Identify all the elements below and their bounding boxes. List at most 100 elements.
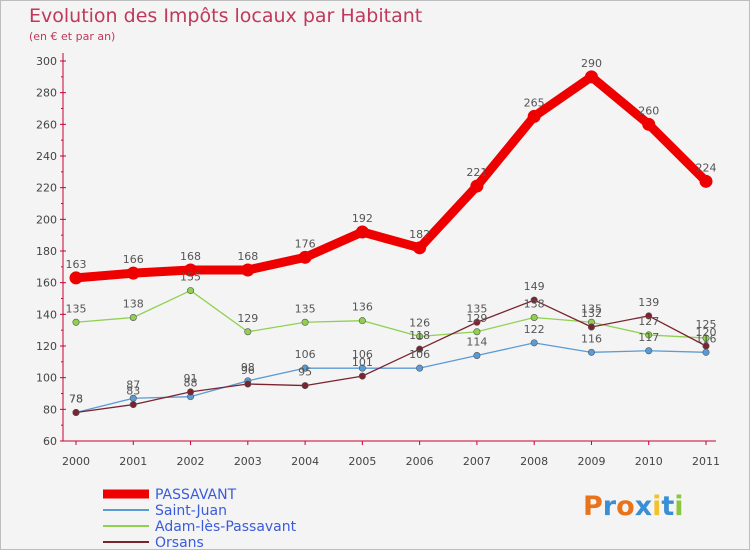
data-point: [699, 174, 713, 188]
data-point: [129, 313, 137, 321]
data-label: 265: [524, 96, 545, 109]
series-line-1: [75, 342, 707, 414]
data-point: [244, 380, 252, 388]
y-tick-label: 60: [43, 435, 57, 448]
chart-title: Evolution des Impôts locaux par Habitant: [29, 5, 423, 27]
data-point: [645, 312, 653, 320]
data-label: 122: [524, 323, 545, 336]
data-label: 168: [180, 250, 201, 263]
x-tick-label: 2006: [406, 455, 434, 468]
y-tick-label: 120: [36, 340, 57, 353]
data-label: 132: [581, 307, 602, 320]
data-label: 135: [466, 302, 487, 315]
legend-label: PASSAVANT: [155, 487, 237, 503]
data-point: [187, 388, 195, 396]
x-tick-label: 2001: [119, 455, 147, 468]
data-point: [416, 332, 424, 340]
data-point: [187, 287, 195, 295]
data-label: 135: [581, 302, 602, 315]
data-point: [470, 179, 484, 193]
data-label: 83: [126, 385, 140, 398]
data-point: [298, 250, 312, 264]
logo-letter: x: [634, 491, 653, 522]
chart-subtitle: (en € et par an): [29, 30, 116, 43]
y-tick-label: 200: [36, 213, 57, 226]
legend-label: Orsans: [155, 535, 204, 549]
logo-letter: r: [602, 491, 617, 522]
data-label: 290: [581, 57, 602, 70]
data-label: 126: [409, 317, 430, 330]
x-tick-label: 2008: [520, 455, 548, 468]
proxiti-logo: Proxiti: [583, 491, 684, 522]
logo-letter: P: [583, 491, 603, 522]
x-tick-label: 2009: [577, 455, 605, 468]
data-label: 78: [69, 393, 83, 406]
data-point: [72, 408, 80, 416]
data-point: [645, 347, 653, 355]
data-point: [355, 225, 369, 239]
data-label: 127: [638, 315, 659, 328]
data-point: [416, 364, 424, 372]
data-label: 149: [524, 280, 545, 293]
data-point: [69, 271, 83, 285]
data-point: [587, 348, 595, 356]
logo-letter: i: [652, 491, 662, 522]
data-label: 224: [696, 161, 717, 174]
data-label: 138: [524, 298, 545, 311]
data-point: [587, 323, 595, 331]
data-label: 98: [241, 361, 255, 374]
data-point: [530, 296, 538, 304]
data-label: 78: [69, 393, 83, 406]
data-label: 138: [123, 298, 144, 311]
data-label: 129: [466, 312, 487, 325]
data-label: 88: [184, 377, 198, 390]
data-point: [358, 372, 366, 380]
x-tick-label: 2003: [234, 455, 262, 468]
logo-letter: o: [616, 491, 635, 522]
data-point: [129, 401, 137, 409]
data-label: 163: [66, 258, 87, 271]
y-tick-label: 80: [43, 403, 57, 416]
data-label: 118: [409, 329, 430, 342]
data-point: [358, 364, 366, 372]
data-label: 116: [696, 332, 717, 345]
data-label: 125: [696, 318, 717, 331]
data-label: 120: [696, 326, 717, 339]
legend-label: Saint-Juan: [155, 503, 227, 519]
data-label: 176: [295, 237, 316, 250]
data-label: 95: [298, 366, 312, 379]
y-tick-label: 140: [36, 308, 57, 321]
data-point: [702, 348, 710, 356]
data-point: [530, 313, 538, 321]
data-point: [645, 331, 653, 339]
data-label: 182: [409, 228, 430, 241]
series-line-0: [71, 72, 711, 283]
data-label: 192: [352, 212, 373, 225]
y-tick-label: 300: [36, 55, 57, 68]
data-label: 155: [180, 271, 201, 284]
data-point: [416, 345, 424, 353]
data-point: [473, 351, 481, 359]
logo-letter: t: [661, 491, 675, 522]
data-label: 106: [409, 348, 430, 361]
data-label: 139: [638, 296, 659, 309]
data-label: 91: [184, 372, 198, 385]
data-label: 117: [638, 331, 659, 344]
data-point: [301, 318, 309, 326]
data-label: 221: [466, 166, 487, 179]
data-point: [527, 109, 541, 123]
data-point: [642, 117, 656, 131]
x-tick-label: 2005: [348, 455, 376, 468]
x-tick-label: 2004: [291, 455, 319, 468]
data-label: 129: [237, 312, 258, 325]
y-tick-label: 160: [36, 277, 57, 290]
data-point: [241, 263, 255, 277]
x-tick-label: 2011: [692, 455, 720, 468]
data-point: [72, 318, 80, 326]
data-point: [301, 364, 309, 372]
data-label: 106: [352, 348, 373, 361]
logo-letter: i: [674, 491, 684, 522]
data-label: 260: [638, 104, 659, 117]
